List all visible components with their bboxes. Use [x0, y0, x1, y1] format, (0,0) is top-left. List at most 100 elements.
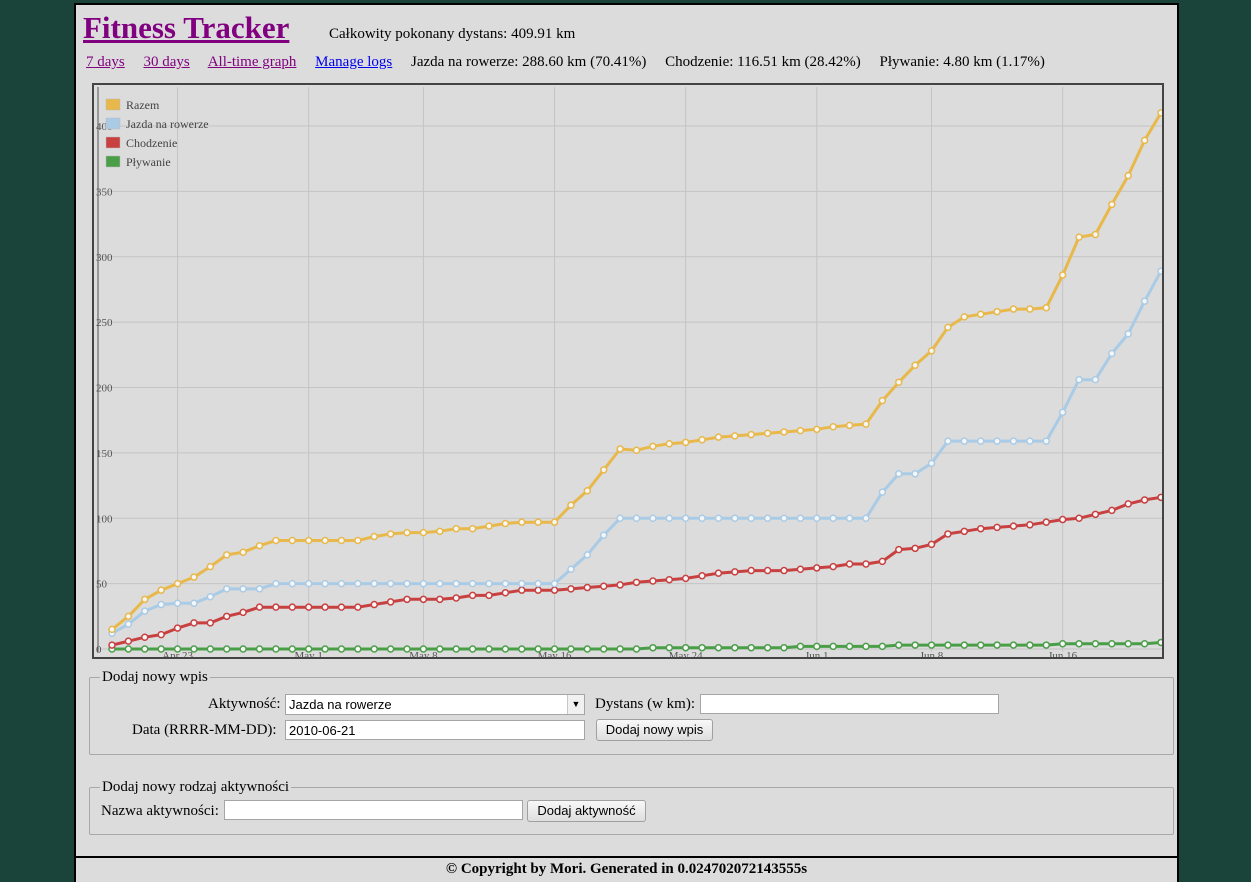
data-point [1042, 437, 1051, 445]
data-point [731, 568, 739, 576]
data-point [1075, 640, 1083, 648]
data-point [698, 572, 706, 580]
data-point [386, 579, 395, 588]
data-point [1140, 640, 1149, 648]
data-point [190, 619, 198, 627]
nav-manage-logs-link[interactable]: Manage logs [315, 54, 393, 70]
data-point [141, 633, 149, 641]
data-point [272, 603, 280, 611]
data-point [731, 643, 739, 652]
data-point [288, 645, 297, 653]
data-point [1058, 271, 1067, 279]
data-point [354, 603, 362, 611]
data-point [1140, 496, 1149, 504]
data-point [272, 536, 280, 545]
data-point [124, 612, 133, 621]
data-point [337, 536, 346, 545]
data-point [780, 514, 788, 522]
data-point [976, 437, 985, 445]
data-point [976, 310, 985, 319]
data-point [436, 527, 444, 536]
data-point [304, 645, 313, 653]
data-point [895, 641, 903, 649]
data-point [1009, 522, 1018, 530]
data-point [501, 589, 510, 597]
data-point [747, 643, 755, 652]
nav-7-days-link[interactable]: 7 days [86, 54, 125, 70]
data-point [550, 518, 559, 526]
data-point [1140, 297, 1149, 305]
data-point [1026, 641, 1034, 649]
data-point [239, 585, 247, 593]
chevron-down-icon[interactable]: ▼ [567, 695, 584, 714]
data-point [1108, 640, 1116, 648]
data-point [403, 579, 411, 588]
data-point [862, 642, 870, 651]
data-point [960, 313, 969, 321]
data-point [747, 566, 755, 575]
data-point [829, 422, 837, 431]
data-point [534, 645, 542, 653]
data-point [747, 514, 755, 522]
data-point [190, 645, 198, 653]
data-point [780, 428, 788, 436]
data-point [288, 536, 297, 545]
data-point [1124, 640, 1132, 648]
activity-select[interactable]: Jazda na rowerze ▼ [285, 694, 585, 715]
x-tick-label: May 8 [409, 650, 438, 657]
data-point [1026, 437, 1034, 445]
data-point [616, 514, 624, 522]
data-point [304, 603, 313, 611]
y-tick-label: 250 [96, 317, 113, 329]
data-point [583, 487, 592, 495]
legend-label: Pływanie [126, 155, 171, 169]
data-point [763, 429, 772, 438]
data-point [501, 579, 510, 588]
data-point [649, 643, 657, 652]
x-tick-label: Jun 1 [805, 650, 829, 657]
activity-select-value: Jazda na rowerze [289, 697, 392, 712]
data-point [403, 645, 411, 653]
data-point [468, 524, 477, 533]
data-point [1091, 640, 1100, 648]
data-point [1108, 349, 1116, 358]
data-point [1157, 109, 1162, 117]
data-point [747, 430, 755, 439]
nav-30-days-link[interactable]: 30 days [143, 54, 190, 70]
data-point [878, 396, 887, 405]
add-activity-button[interactable]: Dodaj aktywność [527, 800, 646, 822]
data-point [403, 528, 411, 537]
data-point [1042, 641, 1051, 649]
data-point [452, 579, 460, 588]
data-point [698, 436, 706, 444]
stat-swimming: Pływanie: 4.80 km (1.17%) [879, 54, 1045, 70]
activity-name-input[interactable] [224, 800, 523, 820]
data-point [599, 531, 608, 539]
x-tick-label: Apr 23 [162, 650, 193, 657]
data-point [1091, 375, 1100, 384]
x-tick-label: May 24 [669, 650, 703, 657]
date-input[interactable]: 2010-06-21 [285, 720, 585, 740]
distance-input[interactable] [700, 694, 999, 714]
y-tick-label: 0 [96, 644, 102, 656]
data-point [976, 524, 985, 533]
data-point [419, 579, 428, 588]
data-point [714, 643, 723, 652]
data-point [895, 545, 903, 554]
data-point [501, 645, 510, 653]
app-title-link[interactable]: Fitness Tracker [83, 10, 290, 45]
data-point [1042, 303, 1051, 312]
data-point [1091, 230, 1100, 239]
data-point [895, 378, 903, 387]
data-point [468, 645, 477, 653]
data-point [321, 536, 329, 545]
data-point [173, 645, 182, 653]
data-point [124, 645, 133, 653]
add-entry-button[interactable]: Dodaj nowy wpis [596, 719, 713, 741]
data-point [714, 569, 723, 577]
data-point [108, 625, 116, 634]
add-entry-form: Dodaj nowy wpis [89, 669, 1174, 755]
legend-label: Chodzenie [126, 136, 177, 150]
data-point [1124, 171, 1132, 180]
nav-all-time-graph-link[interactable]: All-time graph [207, 54, 297, 70]
